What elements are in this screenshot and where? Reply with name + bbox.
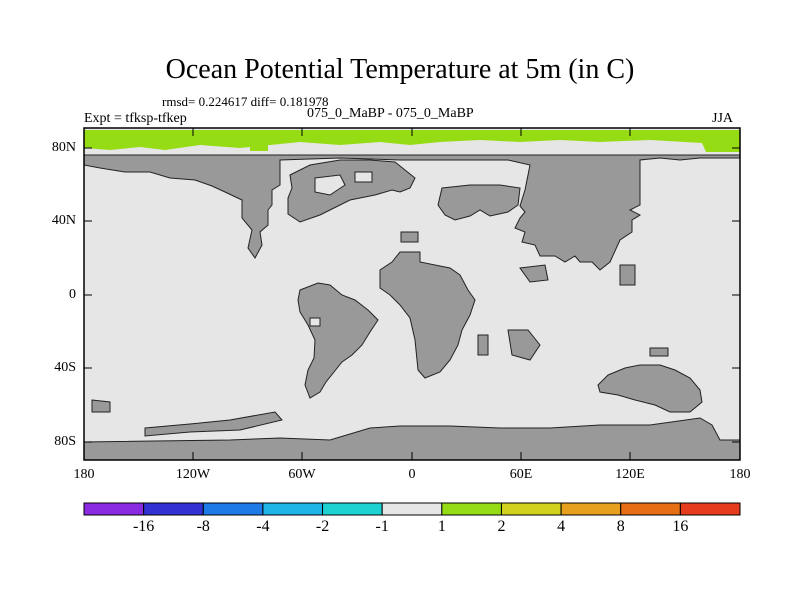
colorbar-swatch: [560, 502, 622, 516]
colorbar-label: 8: [616, 518, 625, 535]
south-america-land: [297, 282, 379, 399]
colorbar-swatch: [620, 502, 681, 516]
subtitle-periods: 075_0_MaBP - 075_0_MaBP: [307, 106, 474, 121]
lon-label-60e: 60E: [509, 467, 533, 482]
north-america-land: [83, 154, 741, 271]
island-south: [91, 399, 111, 413]
warm-anomaly-band: [84, 130, 740, 152]
island-madagascar: [477, 334, 489, 356]
colorbar: [83, 502, 741, 516]
lat-label-80n: 80N: [51, 140, 76, 155]
map-title: Ocean Potential Temperature at 5m (in C): [165, 54, 635, 85]
colorbar-label: 2: [497, 518, 506, 535]
colorbar-label: -8: [196, 518, 210, 535]
lat-label-80s: 80S: [54, 434, 76, 449]
experiment-label: Expt = tfksp-tfkep: [84, 111, 187, 126]
inland-sea: [314, 174, 346, 196]
colorbar-label: -16: [132, 518, 155, 535]
colorbar-swatch: [83, 502, 145, 516]
island-arabia: [519, 264, 549, 283]
colorbar-swatch: [322, 502, 383, 516]
inland-bay: [309, 317, 321, 327]
colorbar-label: -2: [315, 518, 330, 535]
europe-land: [437, 184, 521, 221]
lon-label-180e: 180: [729, 467, 751, 482]
island-new-guinea: [619, 264, 636, 286]
colorbar-swatch: [679, 502, 741, 516]
island-arc: [144, 411, 283, 437]
lon-label-120w: 120W: [175, 467, 211, 482]
colorbar-swatch: [441, 502, 502, 516]
lat-label-40n: 40N: [51, 213, 76, 228]
greenland-region-land: [287, 159, 416, 223]
lat-label-40s: 40S: [54, 360, 76, 375]
africa-land: [379, 251, 476, 379]
colorbar-label: 4: [557, 518, 566, 535]
colorbar-label: -4: [256, 518, 270, 535]
lon-label-60w: 60W: [288, 467, 316, 482]
colorbar-label: 1: [437, 518, 446, 535]
inland-lake: [354, 171, 373, 183]
colorbar-swatch: [262, 502, 324, 516]
lon-label-180w: 180: [73, 467, 95, 482]
stats-text: rmsd= 0.224617 diff= 0.181978: [162, 94, 329, 109]
lat-label-0: 0: [69, 287, 76, 302]
colorbar-swatch: [202, 502, 264, 516]
island-indonesia: [507, 329, 541, 361]
colorbar-label: 16: [672, 518, 689, 535]
colorbar-label: -1: [375, 518, 389, 535]
island-sea: [400, 231, 419, 243]
colorbar-swatch: [381, 502, 443, 516]
australia-land: [597, 364, 703, 413]
colorbar-swatch: [500, 502, 562, 516]
colorbar-swatch: [143, 502, 204, 516]
island-nz: [649, 347, 669, 357]
season-label: JJA: [712, 111, 734, 126]
lon-ticks: [192, 128, 631, 460]
lon-label-120e: 120E: [615, 467, 645, 482]
lon-label-0: 0: [408, 467, 416, 482]
warm-anomaly-patch: [250, 145, 268, 151]
lat-ticks: [84, 147, 740, 443]
